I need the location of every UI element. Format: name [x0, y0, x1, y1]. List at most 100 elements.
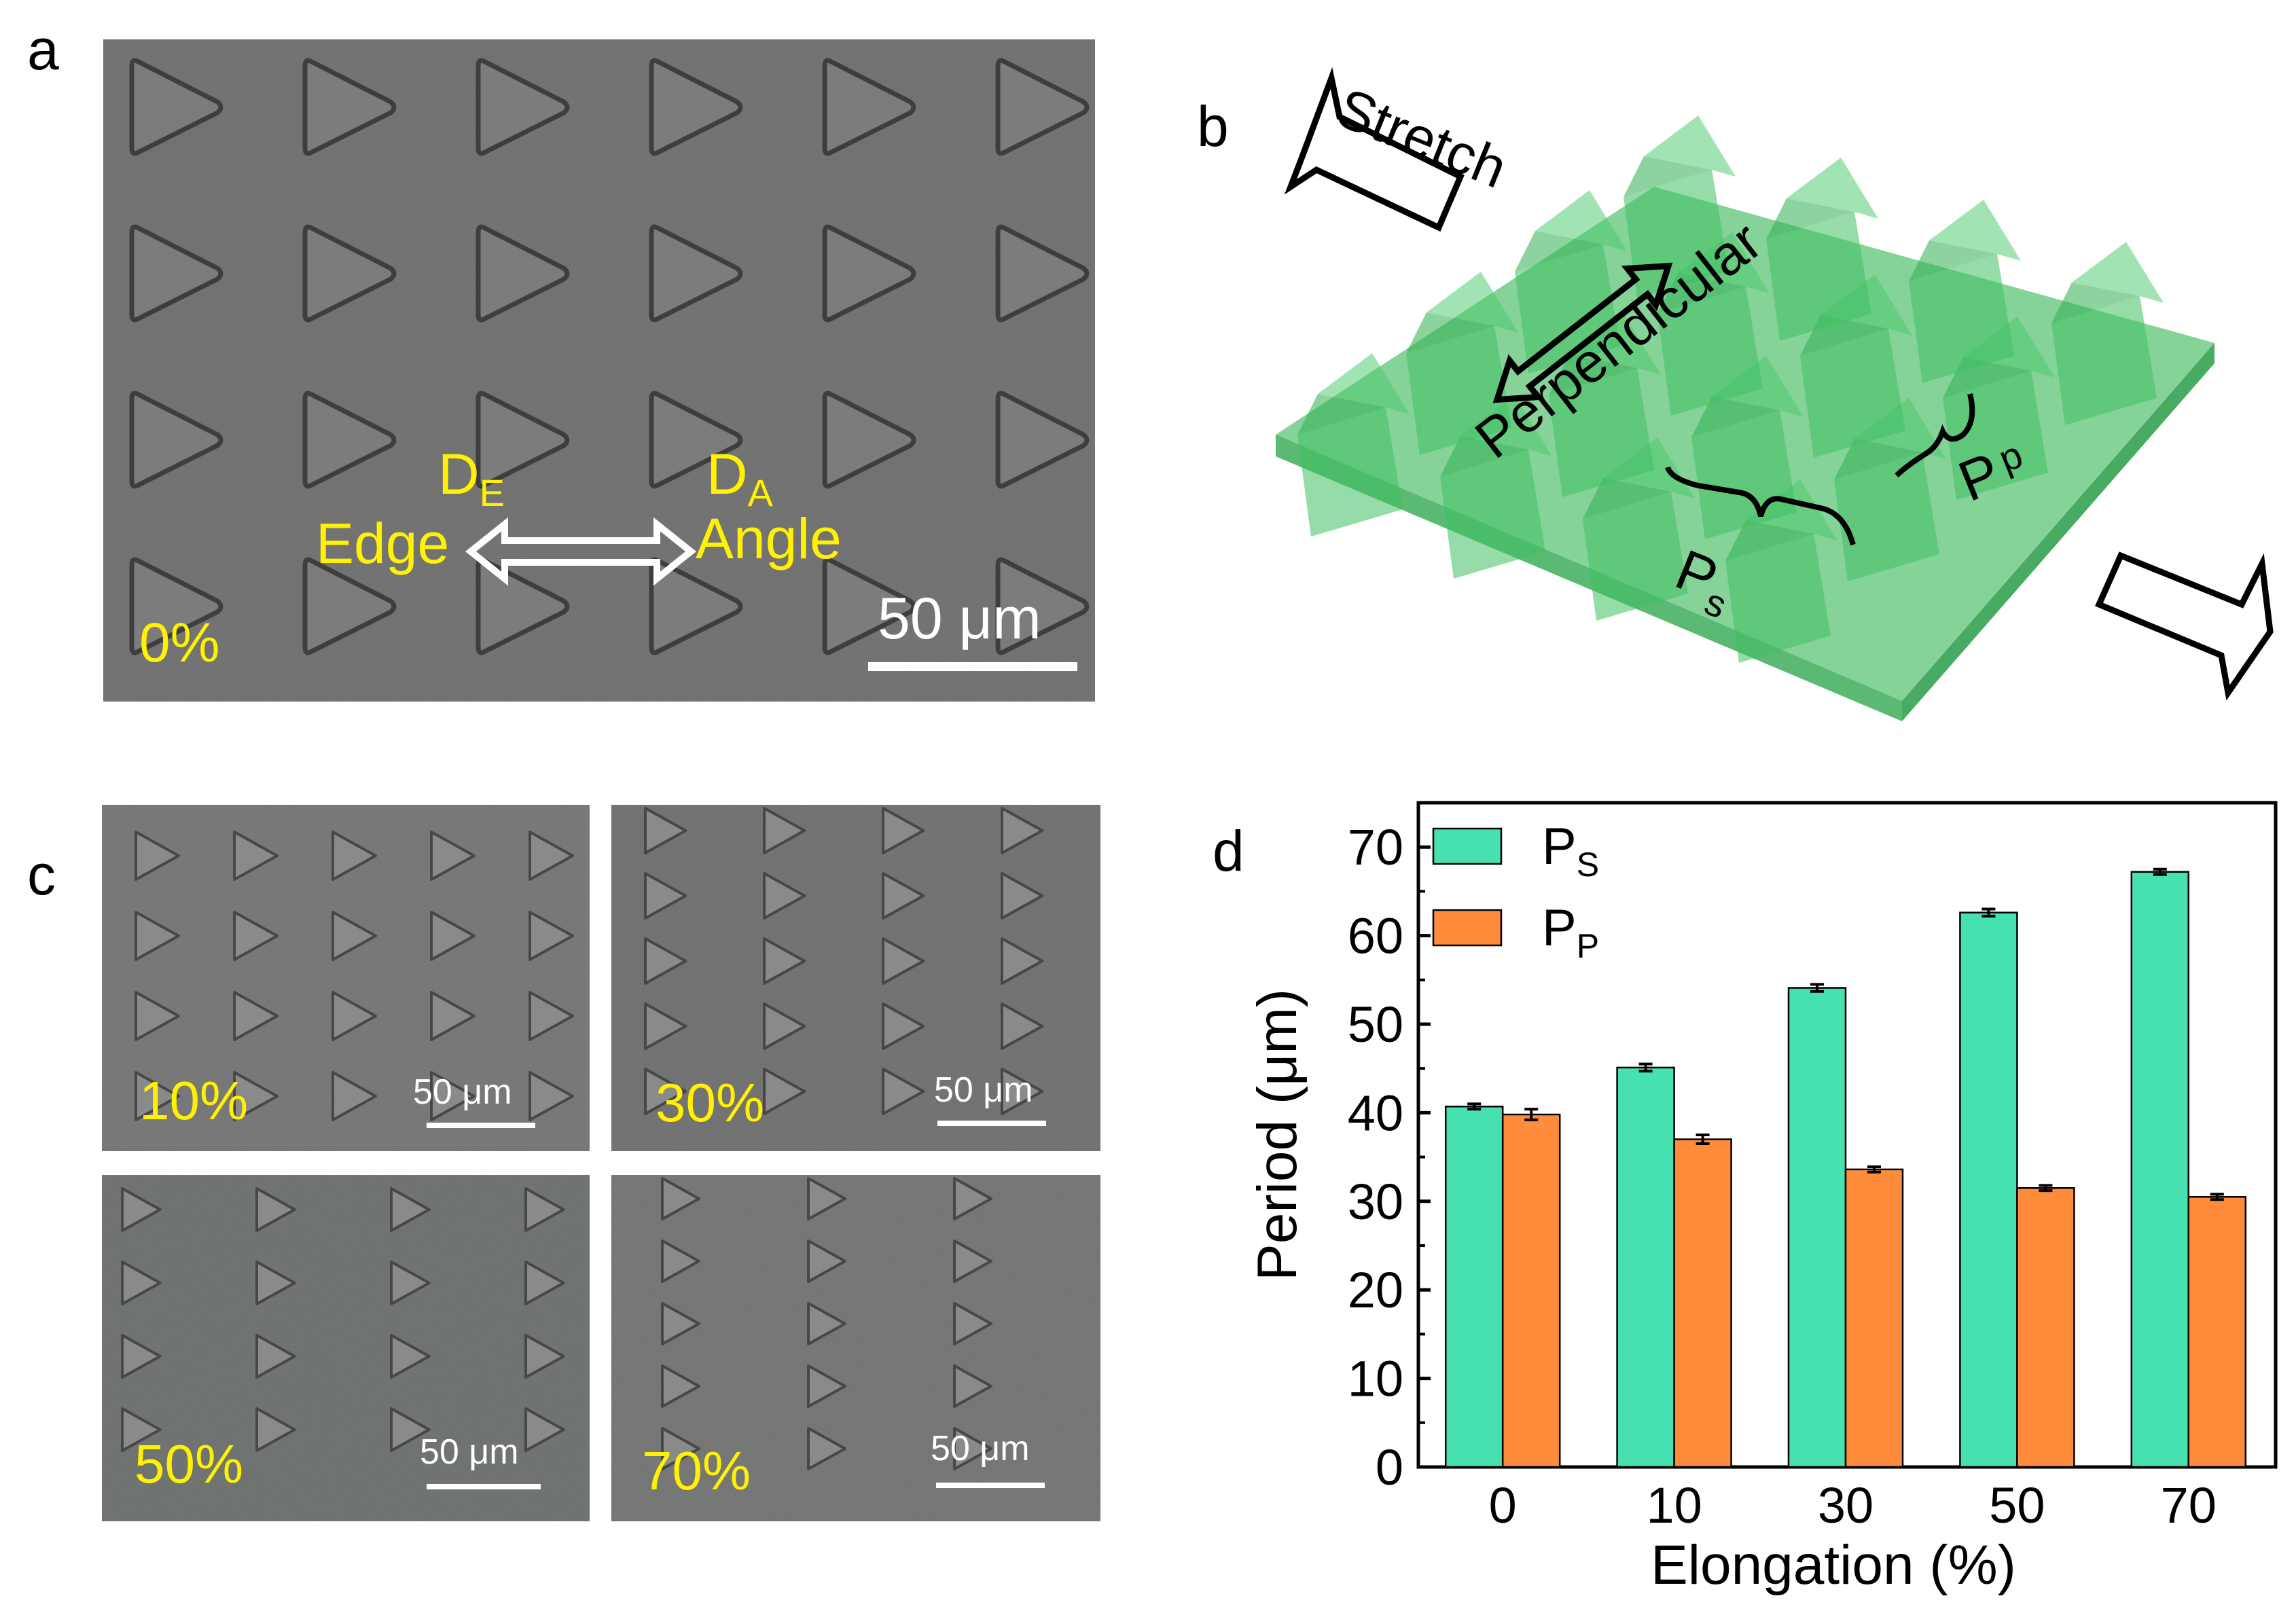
- edge-designation: DE: [438, 442, 505, 514]
- micro-triangle: [121, 1407, 162, 1452]
- micro-triangle: [390, 1334, 431, 1379]
- c2-scale-text: 50 μm: [934, 1070, 1033, 1110]
- bar-ps-30: [1787, 987, 1847, 1468]
- micro-triangle: [763, 937, 806, 985]
- c4-strain-label: 70%: [642, 1440, 751, 1501]
- micro-triangle: [807, 1427, 846, 1470]
- stretch-arrow-left-icon: [1284, 67, 1465, 232]
- micro-triangle: [233, 991, 279, 1041]
- panel-a-label: a: [27, 18, 59, 81]
- micro-triangle: [807, 1177, 846, 1220]
- micro-triangle: [255, 1334, 296, 1379]
- micro-triangle: [953, 1239, 992, 1283]
- c2-strain-label: 30%: [656, 1072, 765, 1133]
- micro-triangle: [661, 1177, 700, 1220]
- micro-triangle: [807, 1239, 846, 1283]
- micro-triangle: [882, 1068, 925, 1115]
- micro-triangle: [430, 991, 476, 1041]
- panel-a-strain-label: 0%: [139, 612, 220, 674]
- micro-triangle: [524, 1261, 565, 1305]
- micro-triangle: [528, 991, 574, 1041]
- micro-triangle: [661, 1427, 700, 1470]
- micro-triangle: [233, 911, 279, 961]
- legend-swatch-pp: [1432, 909, 1503, 947]
- micro-triangle: [331, 1071, 377, 1121]
- micro-triangle: [528, 911, 574, 961]
- micro-prism: [1909, 200, 2021, 383]
- bar-pp-0: [1501, 1113, 1561, 1468]
- micro-prism: [1406, 272, 1518, 455]
- stretch-arrow-right-icon: [2095, 551, 2274, 701]
- micro-triangle: [524, 1334, 565, 1379]
- micro-triangle: [524, 1187, 565, 1232]
- micro-triangle: [763, 872, 806, 920]
- double-arrow-icon: [465, 518, 696, 585]
- film-front-side: [1902, 343, 2214, 721]
- legend-swatch-ps: [1432, 827, 1503, 865]
- panel-b-label: b: [1197, 94, 1229, 158]
- micro-triangle: [121, 1334, 162, 1379]
- micro-triangle: [953, 1427, 992, 1470]
- micro-triangle: [528, 831, 574, 881]
- panel-b-stretch-diagram: [1276, 67, 2274, 721]
- micro-triangle: [661, 1239, 700, 1283]
- micro-prism: [1515, 190, 1627, 374]
- y-tick-label: 0: [1376, 1439, 1403, 1496]
- x-tick-label: 10: [1646, 1477, 1702, 1534]
- panel-a-sem-image: [103, 39, 1095, 702]
- c3-scale-text: 50 μm: [420, 1432, 519, 1472]
- micro-triangle: [255, 1187, 296, 1232]
- micro-triangle: [134, 831, 180, 881]
- c1-strain-label: 10%: [139, 1070, 249, 1131]
- micro-triangle: [763, 1002, 806, 1050]
- y-tick-label: 10: [1348, 1351, 1403, 1407]
- c1-scale-bar: [427, 1123, 535, 1128]
- c3-scale-bar: [427, 1484, 541, 1489]
- micro-triangle: [882, 1002, 925, 1050]
- bar-pp-50: [2016, 1186, 2075, 1468]
- panel-c-sem-grid: [102, 805, 1100, 1521]
- legend-label-ps: PS: [1542, 818, 1599, 884]
- micro-triangle: [255, 1407, 296, 1452]
- micro-prism: [1297, 353, 1410, 537]
- y-tick-label: 30: [1348, 1174, 1403, 1230]
- y-tick-label: 20: [1348, 1262, 1403, 1318]
- micro-triangle: [661, 1302, 700, 1345]
- micro-triangle: [430, 911, 476, 961]
- y-axis-label: Period (μm): [1246, 989, 1308, 1281]
- x-tick-label: 50: [1989, 1477, 2045, 1534]
- bar-pp-70: [2187, 1196, 2247, 1468]
- angle-label: Angle: [696, 507, 842, 570]
- micro-triangle: [233, 1071, 279, 1121]
- panel-d-label: d: [1213, 819, 1244, 883]
- x-axis-label: Elongation (%): [1651, 1534, 2016, 1596]
- micro-triangle: [255, 1261, 296, 1305]
- bar-ps-70: [2130, 871, 2190, 1468]
- micro-prism: [1440, 395, 1552, 579]
- micro-triangle: [390, 1261, 431, 1305]
- micro-triangle: [807, 1302, 846, 1345]
- c3-strain-label: 50%: [134, 1434, 244, 1494]
- c4-scale-text: 50 μm: [931, 1429, 1030, 1468]
- micro-triangle: [763, 1068, 806, 1115]
- bar-pp-30: [1844, 1168, 1904, 1468]
- bar-pp-10: [1673, 1138, 1732, 1468]
- bar-ps-50: [1959, 911, 2018, 1468]
- bar-chart: 0 10 20 30 40 50 60 70 0 10 30 50 70 Elongation (%) Pe…: [1246, 801, 2278, 1596]
- micro-triangle: [331, 991, 377, 1041]
- bar-ps-0: [1444, 1106, 1504, 1468]
- micro-prism: [1766, 158, 1878, 341]
- c4-scale-bar: [936, 1483, 1045, 1488]
- micro-triangle: [121, 1261, 162, 1305]
- panel-a-scale-text: 50 μm: [878, 586, 1041, 651]
- ps-bracket: [1665, 466, 1856, 546]
- micro-triangle: [528, 1071, 574, 1121]
- micro-triangle: [661, 1364, 700, 1408]
- sem-tile-4: [611, 1175, 1100, 1521]
- micro-triangle: [1001, 807, 1044, 854]
- micro-triangle: [1001, 1068, 1044, 1115]
- micro-triangle: [331, 911, 377, 961]
- micro-triangle: [524, 1407, 565, 1452]
- c1-scale-text: 50 μm: [413, 1072, 512, 1112]
- y-tick-label: 70: [1348, 819, 1403, 875]
